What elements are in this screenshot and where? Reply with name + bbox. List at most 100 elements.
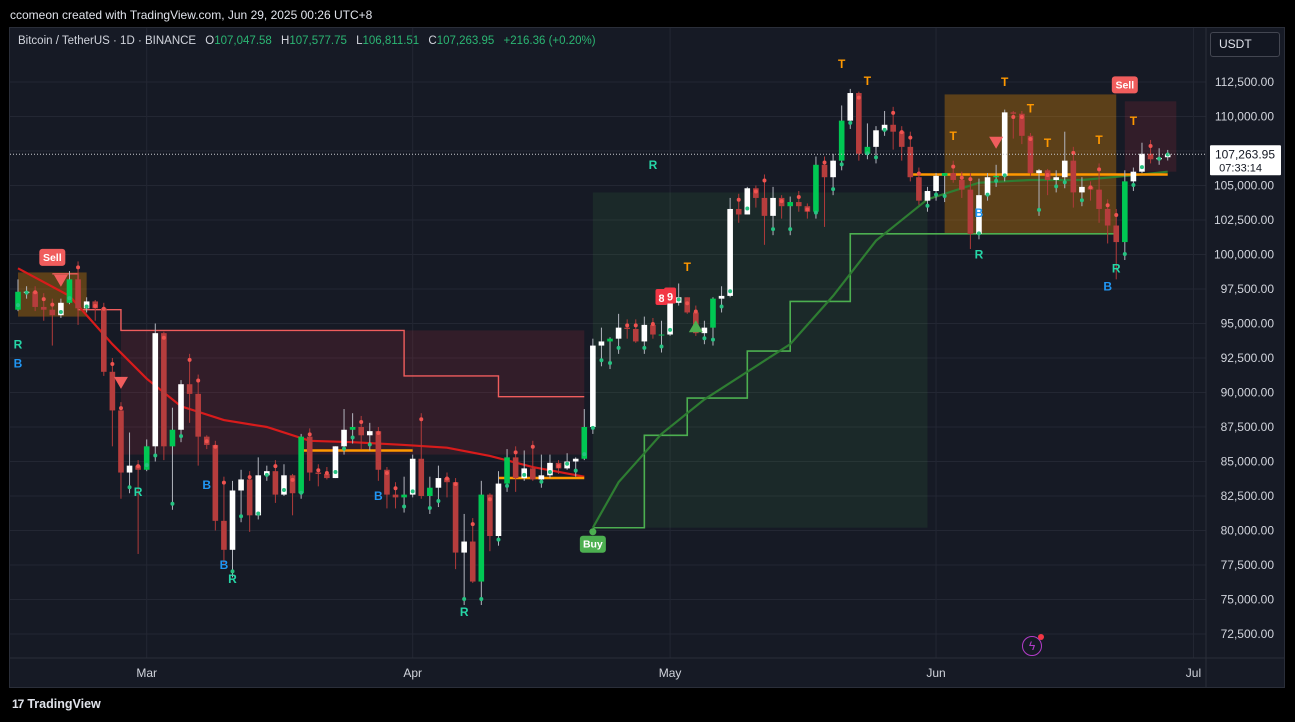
- marker-r: R: [460, 605, 469, 619]
- trend-dot: [1054, 184, 1059, 189]
- marker-r: R: [134, 485, 143, 499]
- trend-dot: [1097, 167, 1102, 172]
- candle-body: [495, 483, 502, 537]
- candle-body: [58, 302, 64, 316]
- y-tick-label: 77,500.00: [1221, 558, 1275, 572]
- marker-b: B: [220, 558, 229, 572]
- trend-dot: [753, 189, 758, 194]
- trend-dot: [316, 468, 321, 473]
- marker-b: B: [975, 206, 984, 220]
- candle-body: [375, 431, 382, 470]
- trend-dot: [256, 511, 261, 516]
- candle-body: [452, 482, 459, 553]
- trend-dot: [1139, 165, 1144, 170]
- trend-dot: [470, 522, 475, 527]
- trend-dot: [1122, 252, 1127, 257]
- trend-dot: [496, 537, 501, 542]
- y-tick-label: 82,500.00: [1221, 489, 1275, 503]
- trend-dot: [1037, 207, 1042, 212]
- lower-band-line: [592, 233, 1117, 529]
- trend-dot: [676, 297, 681, 302]
- y-tick-label: 100,000.00: [1214, 248, 1274, 262]
- candle-body: [238, 479, 244, 491]
- trend-dot: [1131, 183, 1136, 188]
- trend-dot: [1045, 172, 1050, 177]
- candle-body: [727, 208, 733, 296]
- candle-body: [324, 473, 330, 479]
- currency-button[interactable]: USDT: [1210, 32, 1280, 57]
- trend-dot: [874, 155, 878, 160]
- trend-dot: [505, 483, 510, 488]
- candle-body: [547, 462, 553, 476]
- last-price-label: 107,263.95: [1215, 147, 1275, 161]
- trend-dot: [41, 297, 46, 302]
- trend-dot: [710, 337, 715, 342]
- trend-dot: [402, 504, 407, 509]
- trend-dot: [1028, 137, 1033, 142]
- trend-dot: [959, 175, 964, 180]
- lightning-icon[interactable]: ϟ: [1022, 634, 1044, 656]
- trend-dot: [307, 432, 312, 437]
- candle-body: [1036, 170, 1042, 174]
- candle-body: [332, 446, 339, 479]
- candle-body: [538, 475, 545, 480]
- marker-r: R: [228, 572, 237, 586]
- trend-dot: [393, 486, 398, 491]
- trend-dot: [1071, 150, 1076, 155]
- y-tick-label: 97,500.00: [1221, 282, 1275, 296]
- trend-dot: [822, 160, 827, 165]
- trend-dot: [350, 435, 355, 440]
- candle-body: [959, 179, 965, 190]
- candle-body: [298, 436, 304, 494]
- tradingview-logo[interactable]: 17 TradingView: [12, 697, 101, 711]
- trend-dot: [487, 497, 492, 502]
- marker-t: T: [1001, 75, 1009, 89]
- trend-dot: [916, 171, 921, 176]
- trend-dot: [58, 309, 63, 314]
- candle-body: [701, 327, 708, 334]
- trend-dot: [419, 417, 424, 422]
- candle-body: [615, 327, 622, 339]
- high-label: H: [281, 35, 290, 47]
- candle-body: [744, 188, 751, 215]
- candle-body: [667, 302, 673, 335]
- trend-dot: [50, 302, 55, 307]
- trend-dot: [24, 290, 29, 295]
- candle-body: [856, 93, 862, 154]
- candle-body: [598, 341, 605, 346]
- trend-dot: [985, 192, 990, 197]
- candle-body: [933, 175, 939, 192]
- trend-dot: [144, 463, 149, 468]
- candle-body: [710, 298, 716, 328]
- y-tick-label: 85,000.00: [1221, 455, 1275, 469]
- trend-dot: [1165, 152, 1170, 157]
- low-value: 106,811.51: [362, 35, 420, 47]
- candle-body: [409, 458, 416, 495]
- trend-dot: [1011, 114, 1016, 119]
- trend-dot: [582, 452, 587, 457]
- supertrend-red-line: [17, 267, 585, 478]
- marker-t: T: [684, 260, 692, 274]
- candle-body: [152, 333, 159, 447]
- symbol-label[interactable]: Bitcoin / TetherUS · 1D · BINANCE: [18, 35, 197, 47]
- trend-dot: [376, 431, 381, 435]
- trend-dot: [642, 345, 647, 350]
- candle-body: [384, 469, 390, 495]
- trend-dot: [247, 475, 252, 480]
- candle-body: [1130, 171, 1137, 182]
- candle-body: [349, 427, 356, 430]
- trend-dot: [479, 597, 484, 602]
- trend-dot: [239, 514, 244, 519]
- trend-dot: [590, 425, 595, 430]
- candle-body: [229, 490, 236, 550]
- candle-body: [530, 468, 536, 480]
- sell-badge: [39, 248, 66, 266]
- y-tick-label: 110,000.00: [1215, 110, 1274, 124]
- trend-dot: [573, 468, 578, 473]
- candle-body: [735, 208, 742, 215]
- candle-body: [976, 195, 982, 234]
- triangle-up-icon: [688, 320, 703, 333]
- trend-dot: [633, 323, 638, 328]
